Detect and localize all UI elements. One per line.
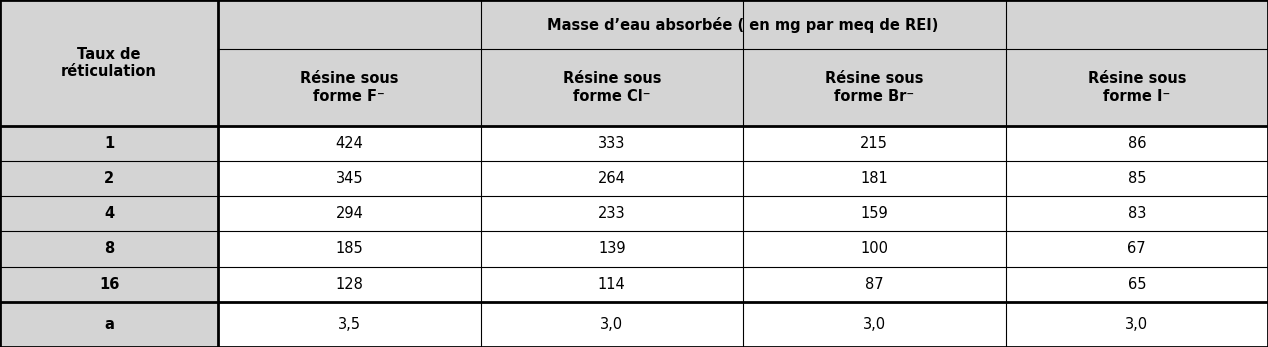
Text: 8: 8 (104, 242, 114, 256)
Text: 65: 65 (1127, 277, 1146, 292)
Bar (481, 126, 743, 161)
Bar (1006, 196, 1268, 231)
Bar (218, 196, 481, 231)
Bar (743, 231, 1006, 266)
Text: 4: 4 (104, 206, 114, 221)
Text: 83: 83 (1127, 206, 1146, 221)
Text: 3,0: 3,0 (1125, 317, 1149, 332)
Text: 85: 85 (1127, 171, 1146, 186)
Text: 3,5: 3,5 (337, 317, 361, 332)
Text: 333: 333 (598, 136, 625, 151)
Bar (481, 49, 743, 126)
Bar (1006, 126, 1268, 161)
Bar (1006, 161, 1268, 196)
Text: 1: 1 (104, 136, 114, 151)
Bar (218, 302, 481, 347)
Text: Résine sous
forme Br⁻: Résine sous forme Br⁻ (825, 71, 923, 103)
Bar (481, 196, 743, 231)
Text: 345: 345 (336, 171, 363, 186)
Text: 294: 294 (336, 206, 363, 221)
Text: Masse d’eau absorbée ( en mg par meq de REI): Masse d’eau absorbée ( en mg par meq de … (548, 17, 938, 33)
Bar (218, 0, 1268, 49)
Bar (218, 161, 481, 196)
Bar (743, 49, 1006, 126)
Bar (0, 266, 218, 302)
Text: 264: 264 (598, 171, 625, 186)
Bar (218, 126, 481, 161)
Text: Résine sous
forme Cl⁻: Résine sous forme Cl⁻ (563, 71, 661, 103)
Bar (1006, 231, 1268, 266)
Bar (0, 126, 218, 161)
Text: 16: 16 (99, 277, 119, 292)
Bar (743, 126, 1006, 161)
Text: Taux de
réticulation: Taux de réticulation (61, 46, 157, 79)
Text: 87: 87 (865, 277, 884, 292)
Bar (743, 302, 1006, 347)
Bar (0, 161, 218, 196)
Text: 3,0: 3,0 (600, 317, 624, 332)
Text: 100: 100 (860, 242, 889, 256)
Text: 159: 159 (861, 206, 888, 221)
Text: 185: 185 (336, 242, 363, 256)
Text: 215: 215 (861, 136, 888, 151)
Bar (218, 49, 481, 126)
Text: 114: 114 (598, 277, 625, 292)
Bar (481, 231, 743, 266)
Text: 3,0: 3,0 (862, 317, 886, 332)
Bar (743, 266, 1006, 302)
Text: Résine sous
forme I⁻: Résine sous forme I⁻ (1088, 71, 1186, 103)
Text: 67: 67 (1127, 242, 1146, 256)
Text: 139: 139 (598, 242, 625, 256)
Bar (0, 302, 218, 347)
Text: Résine sous
forme F⁻: Résine sous forme F⁻ (301, 71, 398, 103)
Bar (0, 196, 218, 231)
Text: a: a (104, 317, 114, 332)
Bar (481, 302, 743, 347)
Text: 2: 2 (104, 171, 114, 186)
Bar (481, 161, 743, 196)
Bar (481, 266, 743, 302)
Bar (743, 161, 1006, 196)
Text: 181: 181 (861, 171, 888, 186)
Bar (1006, 49, 1268, 126)
Bar (218, 231, 481, 266)
Text: 86: 86 (1127, 136, 1146, 151)
Text: 233: 233 (598, 206, 625, 221)
Bar (743, 196, 1006, 231)
Text: 128: 128 (336, 277, 363, 292)
Bar (0, 231, 218, 266)
Bar (218, 266, 481, 302)
Bar (1006, 302, 1268, 347)
Bar (0, 0, 218, 126)
Text: 424: 424 (336, 136, 363, 151)
Bar (1006, 266, 1268, 302)
